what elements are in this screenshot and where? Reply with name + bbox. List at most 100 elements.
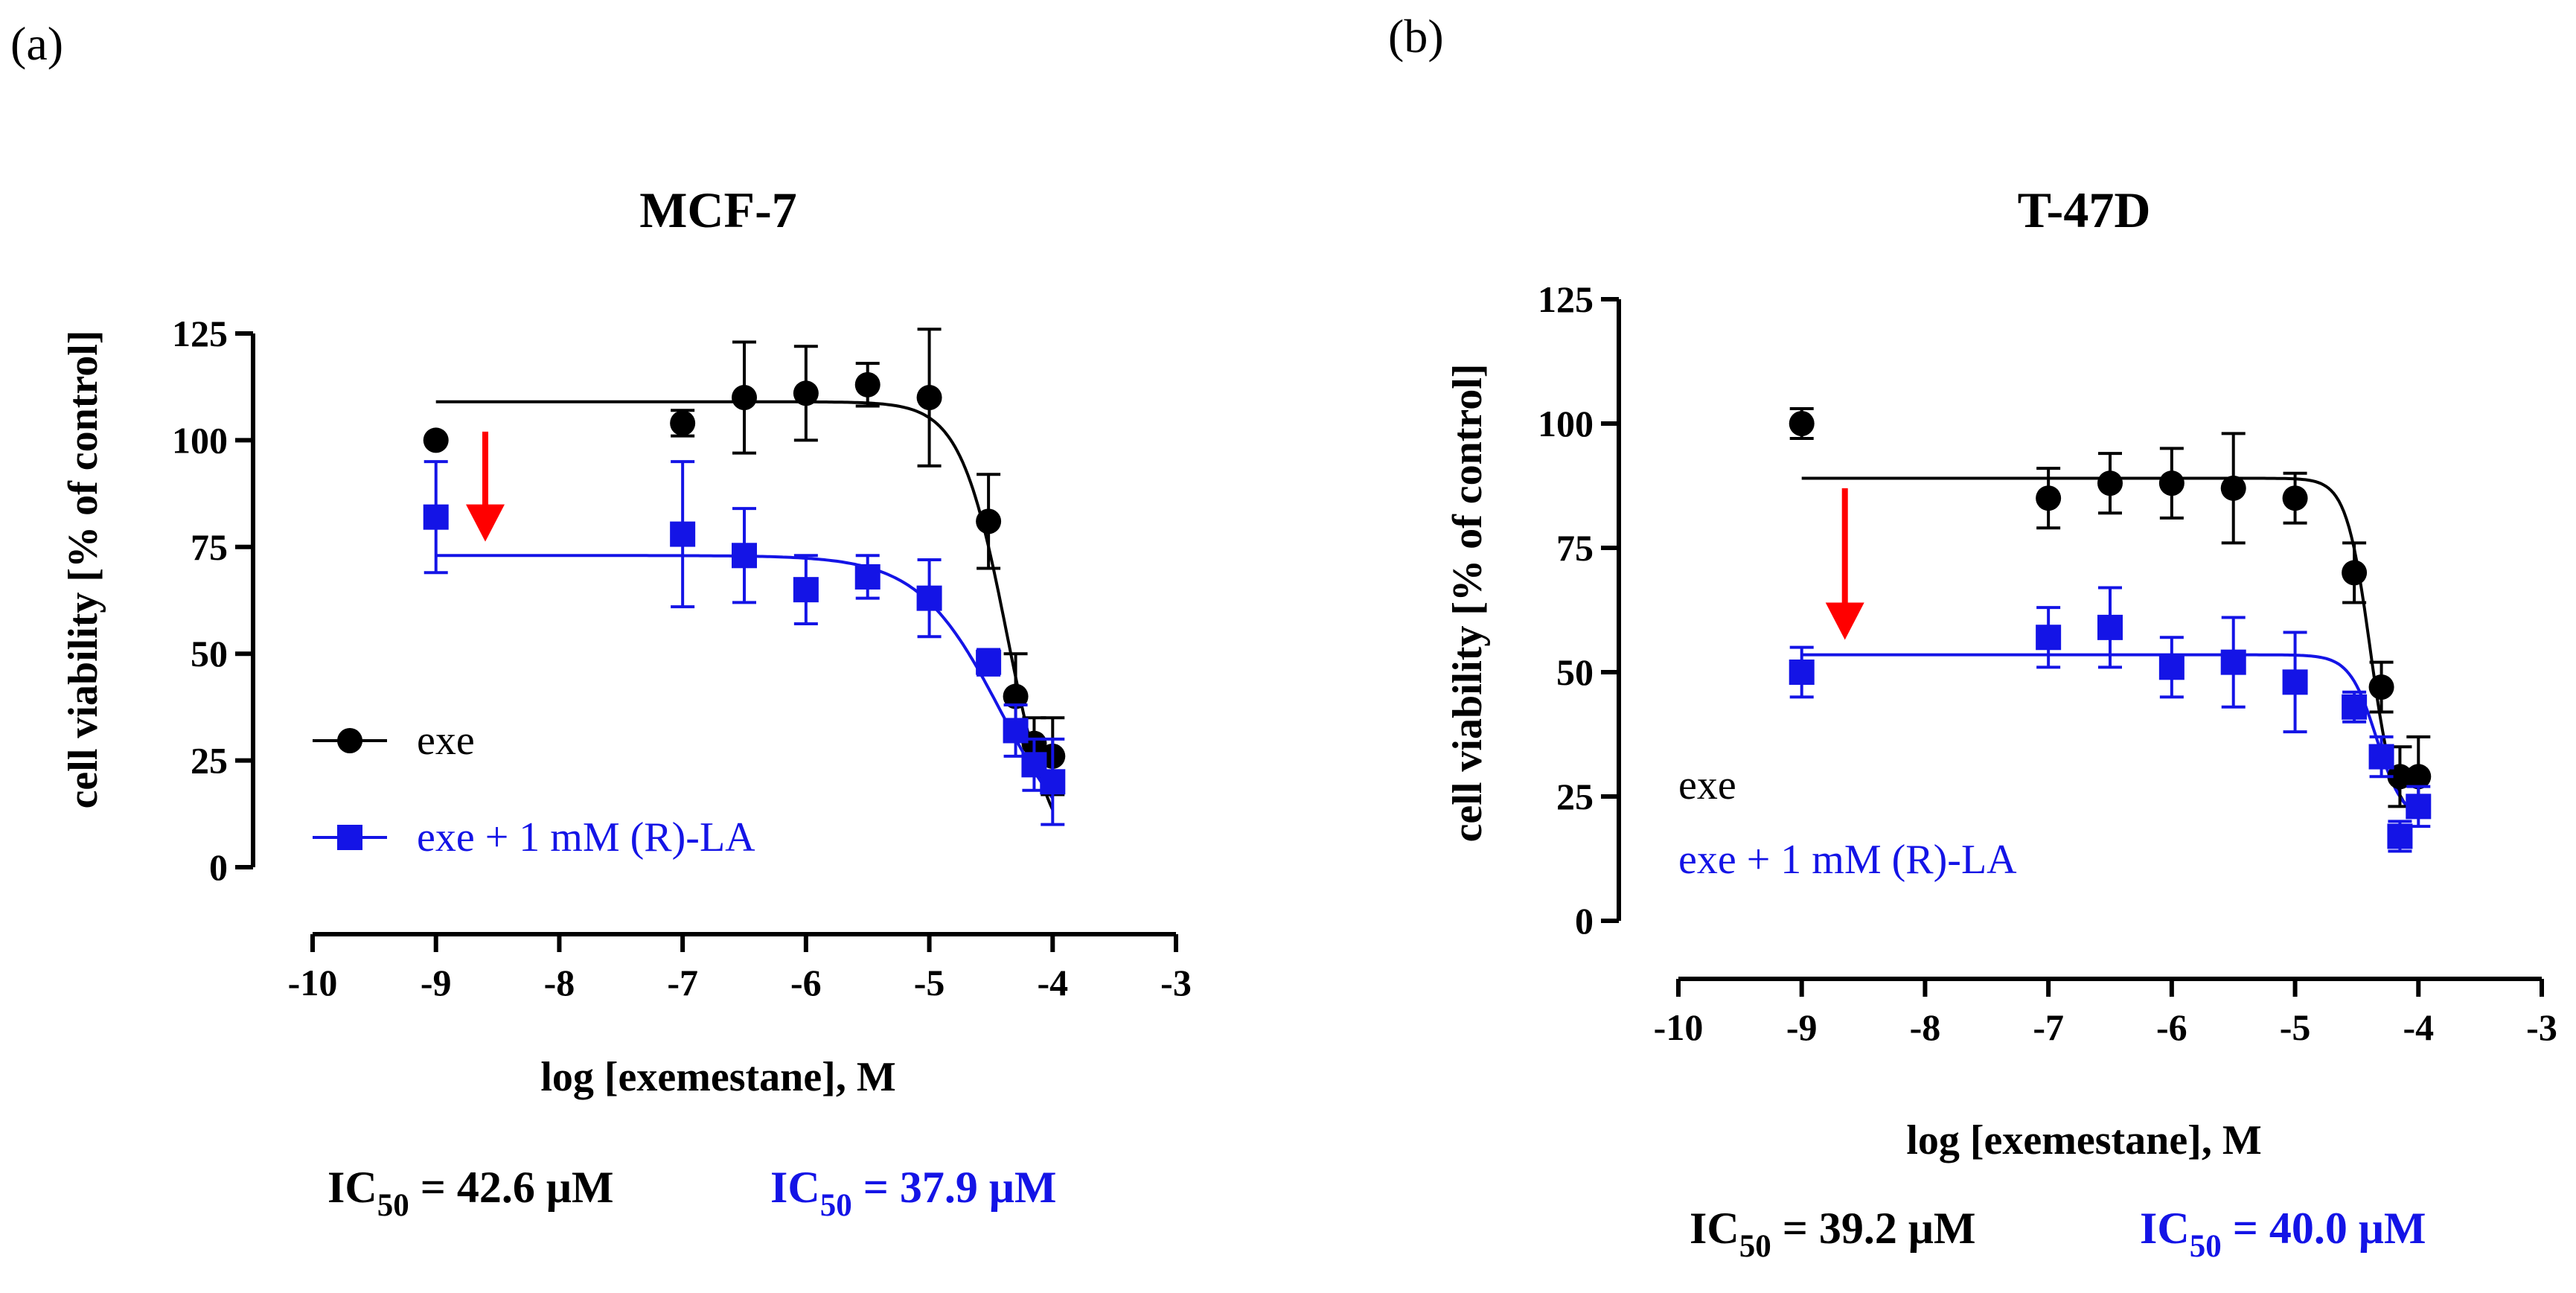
panel-label-a: (a) — [10, 17, 63, 70]
ic50-subscript: 50 — [2190, 1229, 2222, 1264]
ic50-unit: μM — [2348, 1204, 2426, 1253]
data-point-la — [1789, 660, 1815, 685]
data-point-exe — [732, 385, 757, 411]
red-arrow-head — [1825, 602, 1864, 640]
legend-label-exe: exe — [1678, 762, 1736, 808]
fit-curve-la — [1801, 653, 2420, 816]
data-point-exe — [2368, 674, 2394, 700]
y-tick-label: 0 — [209, 846, 228, 888]
data-point-exe — [423, 427, 449, 453]
ic50-text-la: IC50 = 37.9 μM — [770, 1163, 1057, 1223]
x-tick-label: -9 — [1786, 1006, 1818, 1048]
data-point-la — [670, 521, 696, 547]
data-point-la — [976, 649, 1002, 675]
legend-marker-exe — [337, 728, 362, 753]
ic50-value: 39.2 — [1819, 1204, 1897, 1253]
y-tick-label: 75 — [1556, 527, 1594, 569]
legend-marker-la — [337, 825, 362, 850]
data-point-exe — [2158, 470, 2185, 497]
data-point-exe — [2097, 470, 2123, 497]
y-tick-label: 75 — [191, 526, 228, 568]
x-tick-label: -4 — [2403, 1006, 2434, 1048]
data-point-la — [732, 543, 757, 569]
y-tick-label: 125 — [1538, 278, 1594, 320]
x-axis-title-mcf7: log [exemestane], M — [540, 1054, 895, 1100]
y-axis-title-mcf7: cell viability [% of control] — [60, 331, 106, 809]
ic50-subscript: 50 — [820, 1188, 852, 1223]
y-axis-title-t47d: cell viability [% of control] — [1445, 364, 1491, 843]
data-point-exe — [2406, 764, 2432, 790]
data-point-la — [2097, 614, 2123, 640]
data-point-la — [2406, 794, 2432, 820]
x-tick-label: -4 — [1037, 962, 1068, 1003]
ic50-equals: = — [1771, 1204, 1819, 1253]
y-tick-label: 125 — [172, 313, 228, 354]
ic50-unit: μM — [1897, 1204, 1976, 1253]
chart-title-mcf7: MCF-7 — [639, 182, 796, 238]
data-point-la — [2387, 823, 2413, 849]
data-point-la — [854, 564, 880, 590]
data-point-la — [916, 585, 942, 611]
data-point-exe — [2220, 475, 2246, 501]
fit-curve-exe — [435, 400, 1055, 811]
ic50-text-la: IC50 = 40.0 μM — [2140, 1204, 2426, 1264]
data-point-la — [1040, 769, 1066, 795]
ic50-subscript: 50 — [377, 1188, 409, 1223]
red-arrow-head — [466, 504, 505, 542]
data-point-exe — [2282, 485, 2308, 511]
x-tick-label: -6 — [2156, 1006, 2187, 1048]
data-point-exe — [670, 410, 696, 436]
x-tick-label: -9 — [421, 962, 452, 1003]
panel-label-b: (b) — [1388, 10, 1444, 63]
y-tick-label: 50 — [1556, 651, 1594, 693]
data-point-exe — [1003, 683, 1029, 709]
chart-panel-t47d: (b) T-47D cell viability [% of control] … — [1388, 10, 2557, 1264]
ic50-label: IC — [1690, 1204, 1739, 1253]
chart-panel-mcf7: (a) MCF-7 cell viability [% of control] … — [10, 17, 1192, 1223]
ic50-equals: = — [409, 1163, 457, 1212]
legend-label-la: exe + 1 mM (R)-LA — [1678, 837, 2017, 883]
y-tick-label: 100 — [1538, 403, 1594, 444]
chart-title-t47d: T-47D — [2018, 182, 2151, 238]
ic50-text-exe: IC50 = 39.2 μM — [1690, 1204, 1976, 1264]
x-tick-label: -10 — [1654, 1006, 1704, 1048]
ic50-subscript: 50 — [1739, 1229, 1771, 1264]
y-tick-label: 25 — [1556, 776, 1594, 817]
ic50-value: 42.6 — [457, 1163, 535, 1212]
data-point-la — [2036, 625, 2062, 651]
legend-label-la: exe + 1 mM (R)-LA — [417, 814, 755, 861]
y-tick-label: 100 — [172, 419, 228, 461]
data-point-exe — [793, 380, 819, 406]
ic50-label: IC — [770, 1163, 820, 1212]
data-point-exe — [2036, 485, 2062, 511]
x-tick-label: -7 — [2033, 1006, 2064, 1048]
data-point-exe — [1789, 411, 1815, 436]
ic50-label: IC — [327, 1163, 377, 1212]
data-point-la — [2368, 744, 2394, 770]
data-point-la — [2342, 694, 2368, 720]
x-tick-label: -5 — [2280, 1006, 2311, 1048]
x-tick-label: -6 — [790, 962, 822, 1003]
x-axis-title-t47d: log [exemestane], M — [1906, 1117, 2261, 1163]
y-tick-label: 50 — [191, 633, 228, 674]
data-point-la — [2158, 654, 2185, 680]
legend-label-exe: exe — [417, 718, 475, 764]
data-point-la — [2282, 669, 2308, 695]
ic50-equals: = — [852, 1163, 900, 1212]
x-tick-label: -5 — [914, 962, 945, 1003]
ic50-value: 37.9 — [900, 1163, 978, 1212]
x-tick-label: -3 — [2526, 1006, 2557, 1048]
x-tick-label: -3 — [1160, 962, 1192, 1003]
y-tick-label: 0 — [1575, 900, 1594, 942]
x-tick-label: -7 — [667, 962, 698, 1003]
x-tick-label: -8 — [544, 962, 575, 1003]
y-tick-label: 25 — [191, 740, 228, 782]
ic50-unit: μM — [978, 1163, 1057, 1212]
ic50-unit: μM — [535, 1163, 614, 1212]
ic50-text-exe: IC50 = 42.6 μM — [327, 1163, 614, 1223]
x-tick-label: -10 — [288, 962, 338, 1003]
data-point-exe — [976, 508, 1002, 534]
data-point-exe — [2387, 764, 2413, 790]
data-point-la — [793, 577, 819, 603]
